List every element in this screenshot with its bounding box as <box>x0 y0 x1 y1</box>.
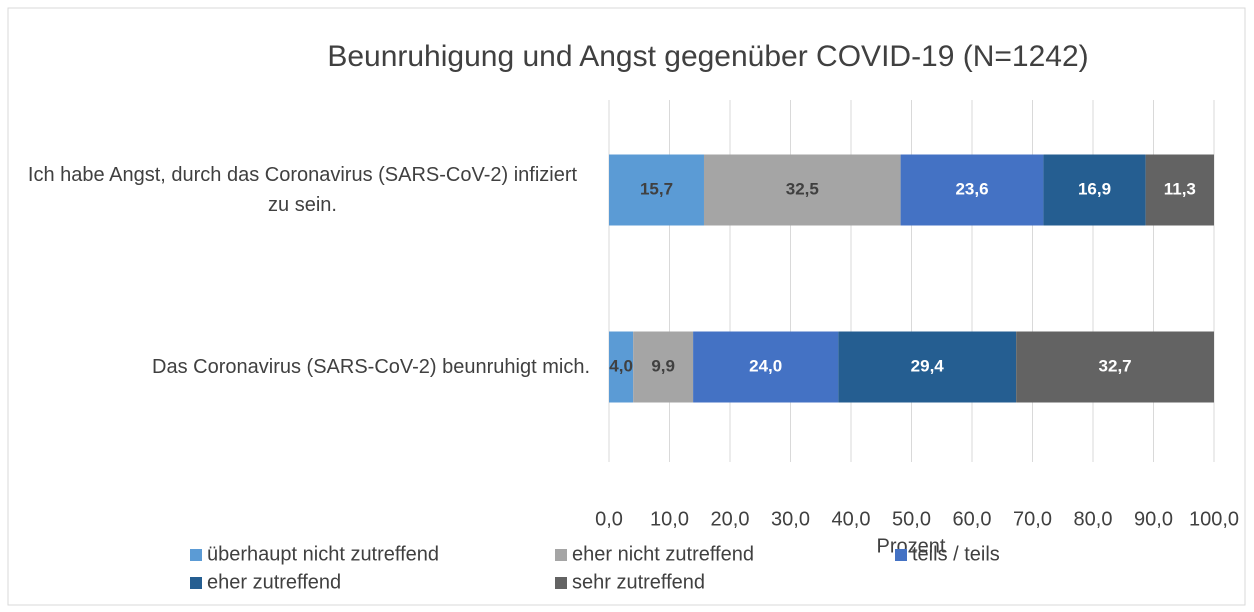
x-tick-label: 50,0 <box>892 508 931 530</box>
value-label: 32,7 <box>1099 356 1132 375</box>
x-tick-label: 100,0 <box>1189 508 1239 530</box>
value-label: 23,6 <box>955 179 988 198</box>
x-tick-label: 30,0 <box>771 508 810 530</box>
x-tick-label: 40,0 <box>832 508 871 530</box>
x-tick-label: 0,0 <box>595 508 623 530</box>
x-tick-label: 20,0 <box>711 508 750 530</box>
legend-swatch <box>190 549 202 561</box>
bar-segment <box>838 331 1017 403</box>
legend-swatch <box>555 549 567 561</box>
value-label: 32,5 <box>786 179 819 198</box>
chart-title: Beunruhigung und Angst gegenüber COVID-1… <box>327 40 1088 73</box>
bar-segment <box>900 154 1044 226</box>
y-tick-label: Das Coronavirus (SARS-CoV-2) beunruhigt … <box>152 356 590 378</box>
value-label: 4,0 <box>609 356 633 375</box>
legend-swatch <box>895 549 907 561</box>
x-tick-label: 60,0 <box>953 508 992 530</box>
y-tick-label: Ich habe Angst, durch das Coronavirus (S… <box>27 164 578 216</box>
legend-swatch <box>555 577 567 589</box>
x-tick-label: 70,0 <box>1013 508 1052 530</box>
bar-segment <box>609 331 634 403</box>
legend-label: teils / teils <box>912 543 1000 565</box>
x-tick-label: 10,0 <box>650 508 689 530</box>
bar-segment <box>609 154 704 226</box>
x-axis-label: Prozent <box>877 535 946 557</box>
legend-label: eher zutreffend <box>207 571 341 593</box>
chart-frame <box>7 7 1246 606</box>
value-label: 16,9 <box>1078 179 1111 198</box>
bar-segment <box>693 331 839 403</box>
legend-label: eher nicht zutreffend <box>572 543 754 565</box>
bar-segment <box>703 154 901 226</box>
bar-segment <box>1043 154 1146 226</box>
legend-label: sehr zutreffend <box>572 571 705 593</box>
value-label: 24,0 <box>749 356 782 375</box>
value-label: 15,7 <box>640 179 673 198</box>
legend-swatch <box>190 577 202 589</box>
category-label-box: Ich habe Angst, durch das Coronavirus (S… <box>0 160 590 220</box>
bar-segment <box>1145 154 1214 226</box>
value-label: 29,4 <box>911 356 945 375</box>
bar-segment <box>633 331 694 403</box>
value-label: 11,3 <box>1164 179 1196 198</box>
bar-segment <box>1016 331 1214 403</box>
legend-label: überhaupt nicht zutreffend <box>207 543 439 565</box>
value-label: 9,9 <box>651 356 675 375</box>
x-tick-label: 90,0 <box>1134 508 1173 530</box>
x-tick-label: 80,0 <box>1074 508 1113 530</box>
category-label-box: Das Coronavirus (SARS-CoV-2) beunruhigt … <box>0 352 590 382</box>
